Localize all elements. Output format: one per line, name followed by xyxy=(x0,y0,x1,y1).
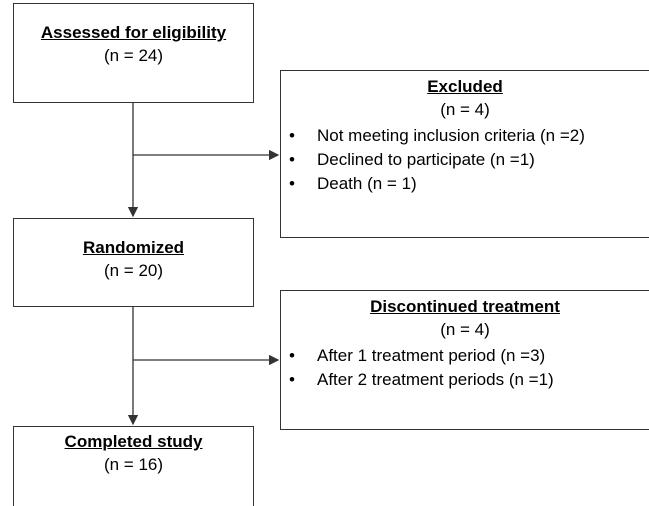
box-count: (n = 20) xyxy=(103,261,164,280)
list-item: After 1 treatment period (n =3) xyxy=(289,344,649,368)
box: Randomized (n = 20) xyxy=(13,218,254,307)
box-count: (n = 4) xyxy=(440,100,490,119)
box-title: Completed study xyxy=(64,432,203,451)
box-count: (n = 24) xyxy=(103,46,164,65)
list-item: After 2 treatment periods (n =1) xyxy=(289,368,649,392)
box-count: (n = 16) xyxy=(103,455,164,474)
list: Not meeting inclusion criteria (n =2) De… xyxy=(281,124,649,196)
box-title: Excluded xyxy=(427,77,503,96)
box: Excluded (n = 4) Not meeting inclusion c… xyxy=(280,70,649,238)
box-count: (n = 4) xyxy=(440,320,490,339)
box-title: Assessed for eligibility xyxy=(40,23,227,42)
box: Assessed for eligibility (n = 24) xyxy=(13,3,254,103)
box: Discontinued treatment (n = 4) After 1 t… xyxy=(280,290,649,430)
list-item: Declined to participate (n =1) xyxy=(289,148,649,172)
list: After 1 treatment period (n =3) After 2 … xyxy=(281,344,649,392)
box-title: Discontinued treatment xyxy=(370,297,560,316)
box: Completed study (n = 16) xyxy=(13,426,254,506)
list-item: Not meeting inclusion criteria (n =2) xyxy=(289,124,649,148)
list-item: Death (n = 1) xyxy=(289,172,649,196)
box-title: Randomized xyxy=(82,238,185,257)
